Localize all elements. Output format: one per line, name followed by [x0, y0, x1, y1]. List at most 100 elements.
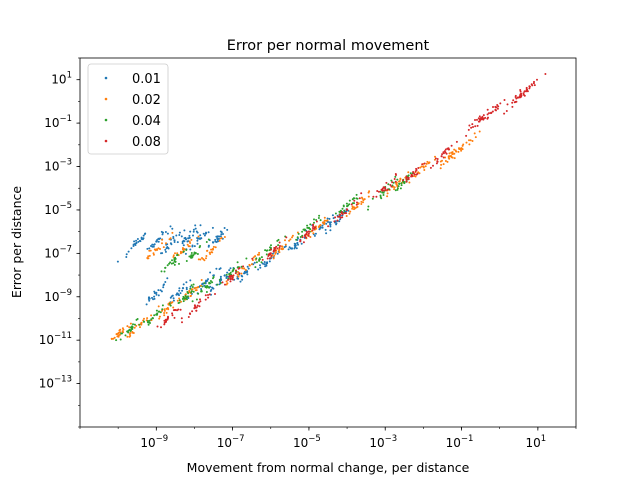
- data-point: [201, 285, 204, 288]
- data-point: [522, 92, 525, 95]
- data-point: [519, 96, 522, 99]
- data-point: [216, 283, 219, 286]
- data-point: [235, 269, 237, 272]
- data-point: [339, 216, 342, 219]
- data-point: [186, 240, 189, 243]
- data-point: [258, 251, 261, 254]
- data-point: [301, 230, 304, 233]
- data-point: [164, 320, 167, 323]
- data-point: [288, 239, 291, 242]
- data-point: [191, 244, 194, 247]
- data-point: [245, 257, 248, 260]
- data-point: [192, 283, 195, 286]
- data-point: [311, 229, 314, 232]
- data-point: [440, 155, 443, 158]
- data-point: [228, 273, 231, 275]
- data-point: [188, 289, 191, 292]
- data-point: [163, 314, 166, 317]
- data-point: [155, 293, 158, 296]
- chart-title: Error per normal movement: [227, 38, 430, 54]
- data-point: [171, 259, 173, 262]
- data-point: [424, 165, 427, 168]
- data-point: [405, 177, 408, 180]
- data-point: [199, 245, 202, 247]
- data-point: [269, 253, 271, 256]
- data-point: [214, 240, 217, 243]
- data-point: [190, 255, 193, 257]
- data-point: [119, 328, 122, 331]
- data-point: [167, 316, 169, 319]
- data-point: [512, 99, 515, 102]
- data-point: [278, 241, 281, 244]
- data-point: [269, 257, 271, 260]
- data-point: [169, 296, 172, 299]
- data-point: [242, 265, 245, 268]
- data-point: [382, 194, 385, 196]
- data-point: [149, 249, 152, 252]
- data-point: [234, 272, 237, 275]
- data-point: [218, 283, 221, 286]
- x-tick-label: 10−3: [369, 434, 397, 450]
- data-point: [280, 245, 283, 248]
- data-point: [336, 219, 339, 222]
- data-point: [205, 241, 208, 243]
- data-point: [257, 268, 260, 271]
- data-point: [407, 174, 410, 177]
- data-point: [174, 257, 177, 260]
- data-point: [182, 283, 185, 286]
- data-point: [220, 237, 223, 239]
- data-point: [127, 250, 130, 253]
- data-point: [226, 271, 229, 274]
- data-point: [223, 227, 226, 229]
- data-point: [307, 230, 310, 233]
- data-point: [128, 333, 131, 336]
- data-point: [173, 263, 176, 266]
- legend-label-0.01: 0.01: [132, 72, 161, 87]
- data-point: [453, 157, 456, 160]
- data-point: [240, 265, 243, 268]
- data-point: [164, 248, 167, 251]
- data-point: [163, 319, 166, 322]
- data-point: [468, 143, 471, 146]
- data-point: [178, 297, 181, 300]
- data-point: [189, 285, 192, 288]
- data-point: [415, 169, 418, 171]
- data-point: [229, 280, 232, 283]
- data-point: [198, 237, 201, 240]
- data-point: [153, 295, 156, 298]
- data-point: [141, 238, 144, 241]
- data-point: [461, 144, 464, 147]
- y-tick-label: 10−9: [44, 288, 72, 304]
- data-point: [153, 243, 156, 246]
- data-point: [273, 254, 276, 257]
- data-point: [216, 237, 219, 240]
- data-point: [232, 269, 235, 272]
- data-point: [468, 124, 471, 127]
- data-point: [142, 234, 145, 237]
- data-point: [360, 203, 363, 205]
- data-point: [319, 219, 322, 222]
- data-point: [211, 287, 214, 289]
- data-point: [367, 208, 369, 211]
- data-point: [137, 240, 140, 243]
- data-point: [162, 286, 165, 289]
- data-point: [274, 252, 277, 255]
- data-point: [218, 235, 221, 238]
- axes-layer: 10−9 10−7 10−5 10−3 10−1 10110110−110−310−510…: [39, 57, 577, 450]
- data-point: [194, 227, 197, 230]
- data-point: [448, 157, 451, 160]
- data-point: [193, 245, 196, 248]
- data-point: [187, 297, 190, 299]
- data-point: [343, 212, 346, 215]
- data-point: [226, 228, 229, 231]
- data-point: [219, 277, 222, 280]
- data-point: [482, 117, 485, 120]
- data-point: [533, 84, 536, 87]
- data-point: [193, 287, 196, 290]
- data-point: [178, 234, 181, 236]
- data-point: [325, 222, 328, 225]
- data-point: [361, 197, 364, 200]
- data-point: [185, 249, 188, 251]
- data-point: [402, 179, 404, 182]
- legend-marker-0.01: [104, 76, 108, 80]
